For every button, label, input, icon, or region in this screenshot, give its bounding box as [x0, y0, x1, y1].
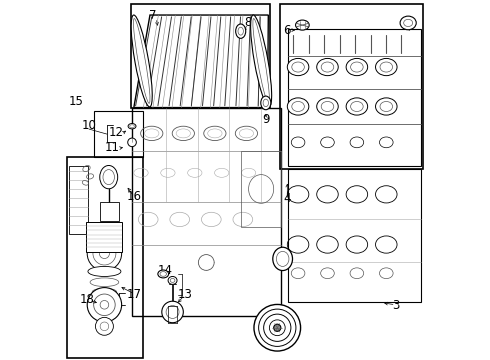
- Ellipse shape: [375, 58, 397, 76]
- Text: 14: 14: [158, 264, 173, 277]
- Ellipse shape: [317, 98, 338, 115]
- Bar: [132, 108, 281, 316]
- Circle shape: [254, 305, 300, 351]
- Text: 17: 17: [127, 288, 142, 301]
- Ellipse shape: [295, 20, 309, 30]
- Ellipse shape: [131, 15, 152, 107]
- Ellipse shape: [292, 62, 304, 72]
- Bar: [69, 166, 88, 234]
- Text: 15: 15: [68, 95, 83, 108]
- Ellipse shape: [273, 247, 293, 271]
- Bar: [288, 168, 421, 302]
- Ellipse shape: [128, 123, 136, 129]
- Text: 9: 9: [262, 113, 270, 126]
- Ellipse shape: [261, 96, 271, 110]
- Text: 6: 6: [284, 24, 291, 37]
- Text: 13: 13: [177, 288, 192, 301]
- Circle shape: [87, 288, 122, 322]
- Text: 1: 1: [273, 336, 281, 348]
- Ellipse shape: [287, 98, 309, 115]
- Text: 4: 4: [284, 192, 291, 205]
- Text: 5: 5: [406, 17, 413, 30]
- Ellipse shape: [400, 16, 416, 30]
- Bar: [68, 157, 143, 357]
- Bar: [242, 151, 281, 226]
- Ellipse shape: [236, 24, 245, 39]
- Text: 11: 11: [105, 141, 120, 154]
- Circle shape: [96, 318, 113, 335]
- Polygon shape: [134, 15, 269, 108]
- Circle shape: [128, 138, 136, 147]
- Circle shape: [274, 324, 281, 331]
- Text: 3: 3: [392, 299, 399, 312]
- Bar: [94, 111, 143, 157]
- Bar: [280, 4, 422, 169]
- Ellipse shape: [346, 98, 368, 115]
- Bar: [100, 202, 119, 221]
- Bar: [288, 30, 421, 166]
- Bar: [131, 4, 270, 108]
- Ellipse shape: [317, 58, 338, 76]
- Ellipse shape: [320, 137, 334, 148]
- Ellipse shape: [351, 62, 363, 72]
- Text: 8: 8: [244, 16, 251, 29]
- Ellipse shape: [380, 62, 392, 72]
- Ellipse shape: [380, 102, 392, 112]
- Text: 7: 7: [149, 9, 156, 22]
- Ellipse shape: [321, 102, 334, 112]
- Ellipse shape: [88, 266, 121, 276]
- Ellipse shape: [100, 166, 118, 189]
- Bar: [87, 222, 122, 252]
- Ellipse shape: [321, 62, 334, 72]
- Text: 16: 16: [127, 190, 142, 203]
- Ellipse shape: [168, 276, 177, 284]
- Text: 18: 18: [80, 293, 95, 306]
- Ellipse shape: [292, 102, 304, 112]
- Circle shape: [198, 255, 214, 270]
- Ellipse shape: [250, 15, 271, 107]
- Ellipse shape: [346, 58, 368, 76]
- Text: 2: 2: [273, 249, 280, 262]
- Text: 10: 10: [81, 119, 97, 132]
- Ellipse shape: [350, 137, 364, 148]
- Ellipse shape: [158, 270, 169, 278]
- Circle shape: [162, 301, 183, 323]
- Ellipse shape: [379, 137, 393, 148]
- Ellipse shape: [291, 137, 305, 148]
- Ellipse shape: [375, 98, 397, 115]
- Ellipse shape: [287, 58, 309, 76]
- Circle shape: [87, 236, 122, 271]
- Ellipse shape: [351, 102, 363, 112]
- Text: 12: 12: [108, 126, 123, 139]
